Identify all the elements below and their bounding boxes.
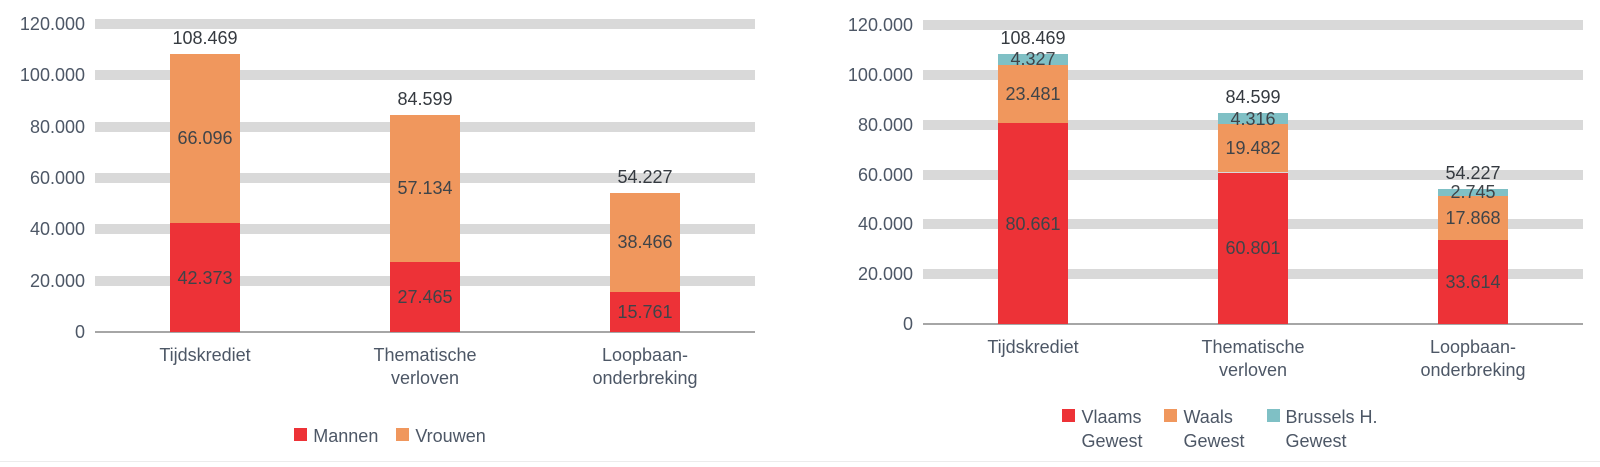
grid-band: [95, 70, 755, 81]
legend-swatch: [1164, 409, 1178, 422]
bar-total-label: 108.469: [172, 27, 238, 48]
bottom-divider-line: [0, 461, 1600, 462]
y-tick-label: 100.000: [19, 65, 85, 86]
grid-band: [923, 69, 1583, 80]
legend-label: Vrouwen: [415, 426, 486, 446]
bar-segment: [610, 192, 680, 292]
legend-label: Waals Gewest: [1183, 407, 1245, 451]
legend-swatch: [294, 428, 308, 441]
bar-segment: [170, 223, 240, 332]
y-tick-label: 100.000: [847, 64, 913, 85]
plot-area: 0 20.000 40.000 60.000 80.000 100.000 120.000 4…: [20, 14, 755, 388]
bar-segment: [610, 291, 680, 332]
y-tick-label: 20.000: [857, 264, 913, 285]
y-tick-label: 120.000: [19, 14, 85, 34]
legend-label: Vlaams Gewest: [1081, 407, 1143, 451]
y-tick-label: 80.000: [857, 114, 913, 135]
category-label: Thematische verloven: [1201, 337, 1305, 380]
legend: Vlaams Gewest Waals Gewest Brussels H. Gew…: [790, 405, 1600, 453]
category-label: Tijdskrediet: [987, 337, 1079, 357]
y-tick-label: 60.000: [29, 168, 85, 188]
bar-total-label: 84.599: [1225, 87, 1281, 108]
bar-total-label: 108.469: [1000, 27, 1066, 48]
bar-segment: [998, 123, 1068, 324]
y-tick-label: 60.000: [857, 164, 913, 185]
bar-segment: [170, 53, 240, 224]
y-tick-label: 0: [74, 322, 85, 342]
x-axis-line: [923, 323, 1583, 325]
bar-segment: [998, 53, 1068, 65]
category-label: Thematische verloven: [373, 345, 477, 388]
bar-segment: [1438, 195, 1508, 241]
category-label: Tijdskrediet: [159, 345, 251, 365]
bar-segment: [1218, 123, 1288, 173]
bar-segment: [390, 114, 460, 262]
plot-area: 0 20.000 40.000 60.000 80.000 100.000 120.000 8…: [848, 15, 1583, 380]
y-tick-label: 0: [902, 314, 913, 334]
legend-label: Brussels H. Gewest: [1285, 407, 1378, 451]
y-tick-label: 20.000: [29, 270, 85, 291]
y-tick-label: 120.000: [847, 15, 913, 35]
chart-gender-breakdown: 0 20.000 40.000 60.000 80.000 100.000 120.000 4…: [0, 0, 780, 467]
legend: Mannen Vrouwen: [0, 424, 780, 448]
legend-swatch: [396, 428, 410, 441]
category-label: Loopbaan- onderbreking: [1420, 337, 1526, 380]
bar-segment: [390, 261, 460, 332]
legend-label: Mannen: [313, 426, 379, 446]
bar-segment: [1218, 172, 1288, 324]
x-axis-line: [95, 331, 755, 333]
bar-total-label: 84.599: [397, 88, 453, 109]
legend-swatch: [1266, 409, 1280, 422]
legend-item: Vrouwen: [396, 424, 486, 448]
bar-segment: [998, 64, 1068, 123]
category-label: Loopbaan- onderbreking: [592, 345, 698, 388]
legend-item: Waals Gewest: [1164, 405, 1245, 453]
legend-swatch: [1062, 409, 1076, 422]
bar-segment: [1438, 240, 1508, 324]
y-tick-label: 40.000: [857, 214, 913, 235]
grid-band: [95, 19, 755, 29]
legend-item: Brussels H. Gewest: [1266, 405, 1378, 453]
y-tick-label: 80.000: [29, 116, 85, 137]
chart-region-breakdown: 0 20.000 40.000 60.000 80.000 100.000 120.000 8…: [790, 0, 1600, 467]
legend-item: Vlaams Gewest: [1062, 405, 1142, 453]
legend-item: Mannen: [294, 424, 378, 448]
grid-band: [923, 20, 1583, 30]
bar-segment: [1218, 113, 1288, 124]
y-tick-label: 40.000: [29, 219, 85, 240]
bar-segment: [1438, 188, 1508, 196]
